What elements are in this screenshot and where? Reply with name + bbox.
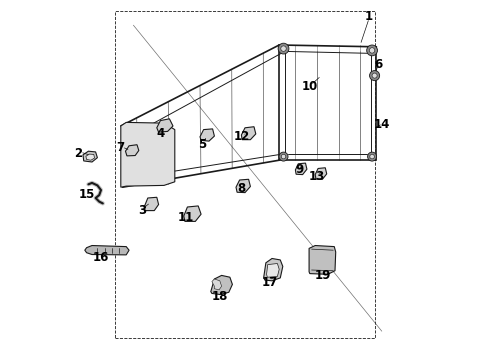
Circle shape	[278, 43, 289, 54]
Polygon shape	[309, 246, 336, 274]
Circle shape	[368, 152, 377, 161]
Text: 7: 7	[117, 141, 125, 154]
Polygon shape	[86, 154, 95, 160]
Text: 8: 8	[237, 183, 245, 195]
Text: 9: 9	[295, 163, 303, 176]
Polygon shape	[157, 119, 173, 132]
Polygon shape	[264, 258, 283, 281]
Polygon shape	[144, 197, 159, 211]
Polygon shape	[267, 264, 279, 277]
Text: 5: 5	[197, 138, 206, 150]
Polygon shape	[184, 206, 201, 221]
Text: 2: 2	[74, 147, 83, 159]
Text: 15: 15	[78, 188, 95, 201]
Text: 11: 11	[177, 211, 194, 224]
Text: 1: 1	[365, 10, 373, 23]
Bar	[116, 11, 374, 338]
Circle shape	[372, 73, 377, 78]
Text: 12: 12	[233, 130, 249, 143]
Circle shape	[281, 46, 286, 51]
Circle shape	[369, 48, 375, 53]
Text: 14: 14	[373, 118, 390, 131]
Polygon shape	[85, 246, 129, 255]
Polygon shape	[242, 127, 256, 140]
Text: 6: 6	[374, 58, 382, 71]
Polygon shape	[212, 279, 221, 290]
Text: 10: 10	[302, 80, 318, 93]
Circle shape	[281, 154, 286, 159]
Polygon shape	[121, 122, 175, 187]
Text: 4: 4	[156, 127, 165, 140]
Polygon shape	[125, 145, 139, 156]
Polygon shape	[211, 275, 232, 294]
Polygon shape	[236, 179, 250, 193]
Circle shape	[367, 45, 377, 56]
Text: 16: 16	[93, 251, 109, 264]
Polygon shape	[295, 163, 307, 175]
Text: 18: 18	[212, 291, 228, 303]
Polygon shape	[83, 151, 98, 162]
Circle shape	[370, 154, 374, 159]
Polygon shape	[315, 168, 327, 179]
Text: 13: 13	[309, 170, 325, 183]
Polygon shape	[200, 129, 215, 141]
Text: 3: 3	[138, 204, 147, 217]
Circle shape	[369, 71, 380, 81]
Text: 19: 19	[314, 269, 331, 282]
Circle shape	[279, 152, 288, 161]
Text: 17: 17	[262, 276, 278, 289]
